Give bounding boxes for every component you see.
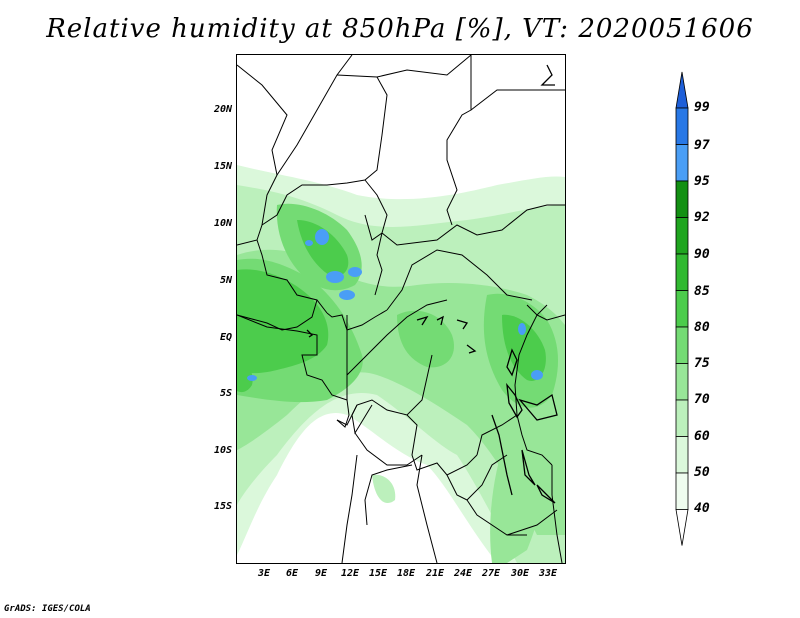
high-humidity-cells — [247, 229, 543, 381]
lat-label: 10S — [213, 445, 232, 456]
colorbar-segment — [675, 253, 689, 291]
colorbar-segment — [675, 326, 689, 364]
colorbar-label: 75 — [694, 356, 710, 371]
lat-label: 10N — [213, 218, 232, 229]
colorbar-label: 90 — [694, 247, 710, 262]
lon-label: 15E — [368, 568, 388, 579]
grads-credit: GrADS: IGES/COLA — [4, 604, 91, 614]
humidity-shading — [237, 165, 565, 563]
lon-label: 3E — [257, 568, 271, 579]
lon-label: 12E — [340, 568, 360, 579]
map-panel — [236, 54, 566, 564]
colorbar-label: 80 — [694, 320, 710, 335]
colorbar-segment — [675, 217, 689, 255]
colorbar-label: 95 — [694, 174, 710, 189]
colorbar-segment — [675, 436, 689, 474]
colorbar-segment — [675, 144, 689, 182]
colorbar-label: 97 — [694, 138, 710, 153]
colorbar-top-arrow — [675, 71, 689, 109]
lon-label: 24E — [453, 568, 473, 579]
colorbar-segment — [675, 399, 689, 437]
colorbar-segment — [675, 180, 689, 218]
colorbar-label: 60 — [694, 429, 710, 444]
lon-label: 6E — [285, 568, 299, 579]
colorbar-label: 92 — [694, 210, 710, 225]
lakes-outline — [306, 64, 558, 504]
lat-label: 5S — [219, 388, 232, 399]
lon-label: 27E — [481, 568, 501, 579]
lat-label: EQ — [219, 332, 232, 343]
colorbar-label: 50 — [694, 465, 710, 480]
colorbar-label: 70 — [694, 392, 710, 407]
lat-label: 20N — [213, 104, 232, 115]
lon-label: 33E — [538, 568, 558, 579]
lat-label: 15S — [213, 501, 232, 512]
colorbar-label: 40 — [694, 501, 710, 516]
humidity-map — [237, 55, 565, 563]
colorbar-segment — [675, 363, 689, 401]
colorbar-graphic — [675, 71, 689, 546]
lon-label: 9E — [314, 568, 328, 579]
lon-label: 30E — [510, 568, 530, 579]
colorbar — [664, 70, 724, 550]
colorbar-segment — [675, 472, 689, 510]
colorbar-label: 99 — [694, 100, 710, 115]
lat-label: 5N — [219, 275, 232, 286]
colorbar-segment — [675, 290, 689, 328]
map-title: Relative humidity at 850hPa [%], VT: 202… — [46, 14, 754, 44]
lat-label: 15N — [213, 161, 232, 172]
lon-label: 18E — [396, 568, 416, 579]
colorbar-segment — [675, 107, 689, 145]
colorbar-bottom-arrow — [675, 509, 689, 546]
lon-label: 21E — [425, 568, 445, 579]
country-borders — [237, 55, 565, 563]
colorbar-label: 85 — [694, 284, 710, 299]
